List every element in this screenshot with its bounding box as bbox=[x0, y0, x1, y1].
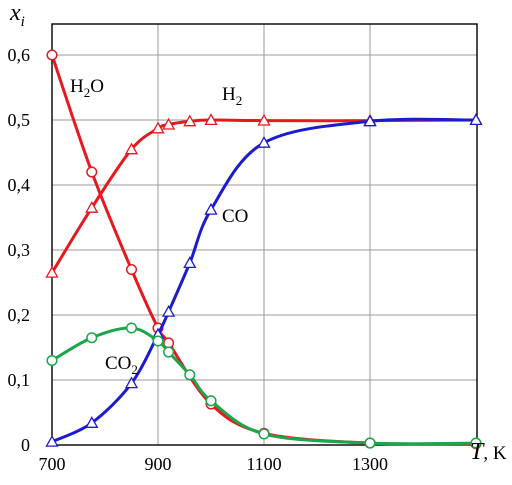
series-line-h2 bbox=[50, 118, 478, 275]
data-point-h2 bbox=[161, 117, 176, 130]
data-point-co2 bbox=[205, 395, 217, 407]
y-tick-label: 0,6 bbox=[8, 45, 31, 65]
x-tick-label: 900 bbox=[145, 454, 172, 474]
label-h2: H2 bbox=[222, 84, 242, 108]
label-co2: CO2 bbox=[105, 353, 138, 377]
data-point-co2 bbox=[184, 369, 196, 381]
data-point-co bbox=[204, 202, 218, 215]
y-tick-label: 0,2 bbox=[8, 305, 31, 325]
data-point-h2 bbox=[257, 113, 271, 126]
data-point-co2 bbox=[258, 428, 270, 440]
data-point-co2 bbox=[152, 335, 164, 347]
y-tick-label: 0,4 bbox=[8, 175, 31, 195]
data-point-co2 bbox=[86, 332, 98, 344]
data-point-h2 bbox=[183, 114, 197, 127]
data-point-co bbox=[363, 114, 377, 127]
data-point-h2o bbox=[125, 263, 138, 276]
data-point-co bbox=[124, 376, 139, 389]
data-point-co2 bbox=[470, 437, 482, 449]
series-co2 bbox=[46, 322, 482, 449]
y-axis-label: xi bbox=[9, 0, 25, 30]
y-tick-label: 0,5 bbox=[8, 110, 31, 130]
x-tick-label: 1300 bbox=[352, 454, 388, 474]
data-point-co2 bbox=[163, 346, 175, 358]
series-layer bbox=[45, 49, 483, 450]
data-point-h2 bbox=[204, 113, 218, 126]
data-point-h2 bbox=[85, 200, 99, 213]
series-co bbox=[45, 113, 483, 447]
y-tick-label: 0 bbox=[21, 435, 30, 455]
data-point-co2 bbox=[125, 322, 138, 334]
data-point-h2 bbox=[124, 142, 139, 155]
y-tick-label: 0,3 bbox=[8, 240, 31, 260]
x-tick-label: 700 bbox=[39, 454, 66, 474]
data-point-co bbox=[257, 135, 271, 148]
x-tick-label: 1100 bbox=[246, 454, 281, 474]
data-point-h2 bbox=[151, 121, 165, 134]
data-point-co bbox=[45, 434, 59, 447]
plot-frame bbox=[51, 23, 478, 446]
data-point-h2o bbox=[86, 166, 98, 178]
data-point-co2 bbox=[46, 354, 58, 367]
label-h2o: H2O bbox=[70, 76, 104, 100]
data-point-co2 bbox=[364, 437, 376, 449]
data-point-co bbox=[469, 113, 483, 126]
data-point-co bbox=[183, 256, 197, 269]
x-axis-label: T, K bbox=[470, 439, 507, 465]
data-point-co bbox=[85, 416, 99, 428]
label-co: CO bbox=[222, 206, 248, 227]
data-point-h2o bbox=[46, 49, 58, 61]
y-tick-label: 0,1 bbox=[8, 370, 31, 390]
data-point-h2 bbox=[45, 265, 59, 278]
tick-labels: 0 0,1 0,2 0,3 0,4 0,5 0,6 700 900 1100 1300 bbox=[8, 45, 389, 474]
data-point-co bbox=[161, 304, 176, 317]
